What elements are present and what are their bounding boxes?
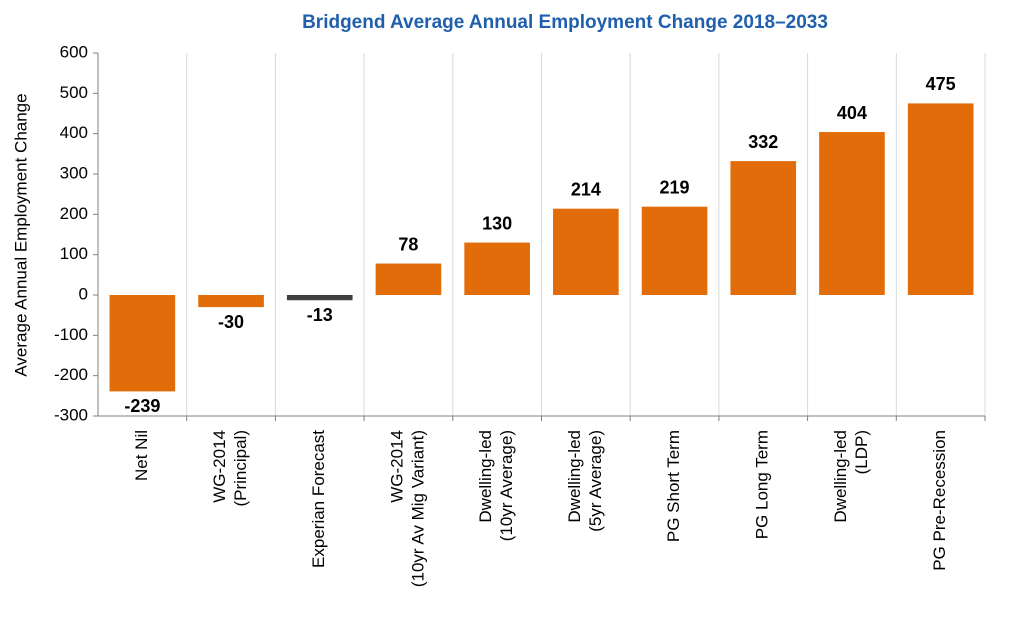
y-tick-label: 600 [60,42,88,61]
x-tick-label: (5yr Average) [586,430,605,532]
y-tick-label: 300 [60,163,88,182]
x-tick-label: WG-2014 [387,430,406,503]
x-tick-label: (10yr Av Mig Variant) [408,430,427,587]
y-tick-label: 0 [79,284,88,303]
y-tick-label: -100 [54,325,88,344]
x-tick-label: (Principal) [231,430,250,507]
bar [641,206,708,295]
data-label: -13 [307,305,333,325]
x-tick-label: Net Nil [132,430,151,481]
x-tick-label: Dwelling-led [831,430,850,523]
bar [375,263,442,295]
bar [109,295,176,392]
bar [730,161,797,295]
bar [907,103,974,296]
data-label: 78 [398,234,418,254]
data-label: -239 [124,396,160,416]
bar [198,295,264,308]
y-tick-label: 200 [60,204,88,223]
x-tick-label: (10yr Average) [497,430,516,541]
x-tick-label: PG Pre-Recession [930,430,949,571]
data-label: -30 [218,312,244,332]
data-label: 475 [926,74,956,94]
y-tick-label: 400 [60,123,88,142]
chart-title: Bridgend Average Annual Employment Chang… [302,12,828,33]
bar [464,242,530,295]
y-axis-title: Average Annual Employment Change [11,93,30,376]
x-tick-label: Dwelling-led [476,430,495,523]
y-tick-label: 100 [60,244,88,263]
data-label: 332 [748,132,778,152]
x-tick-label: WG-2014 [210,430,229,503]
bar [286,295,353,301]
y-tick-label: -200 [54,365,88,384]
data-label: 219 [660,177,690,197]
x-tick-label: Dwelling-led [565,430,584,523]
x-tick-label: (LDP) [852,430,871,474]
x-tick-label: Experian Forecast [309,430,328,568]
data-label: 130 [482,213,512,233]
x-tick-label: PG Short Term [664,430,683,542]
bar [553,208,619,295]
y-tick-label: -300 [54,405,88,424]
bar [819,132,885,295]
x-tick-label: PG Long Term [753,430,772,539]
data-label: 404 [837,103,867,123]
data-label: 214 [571,179,601,199]
y-tick-label: 500 [60,83,88,102]
